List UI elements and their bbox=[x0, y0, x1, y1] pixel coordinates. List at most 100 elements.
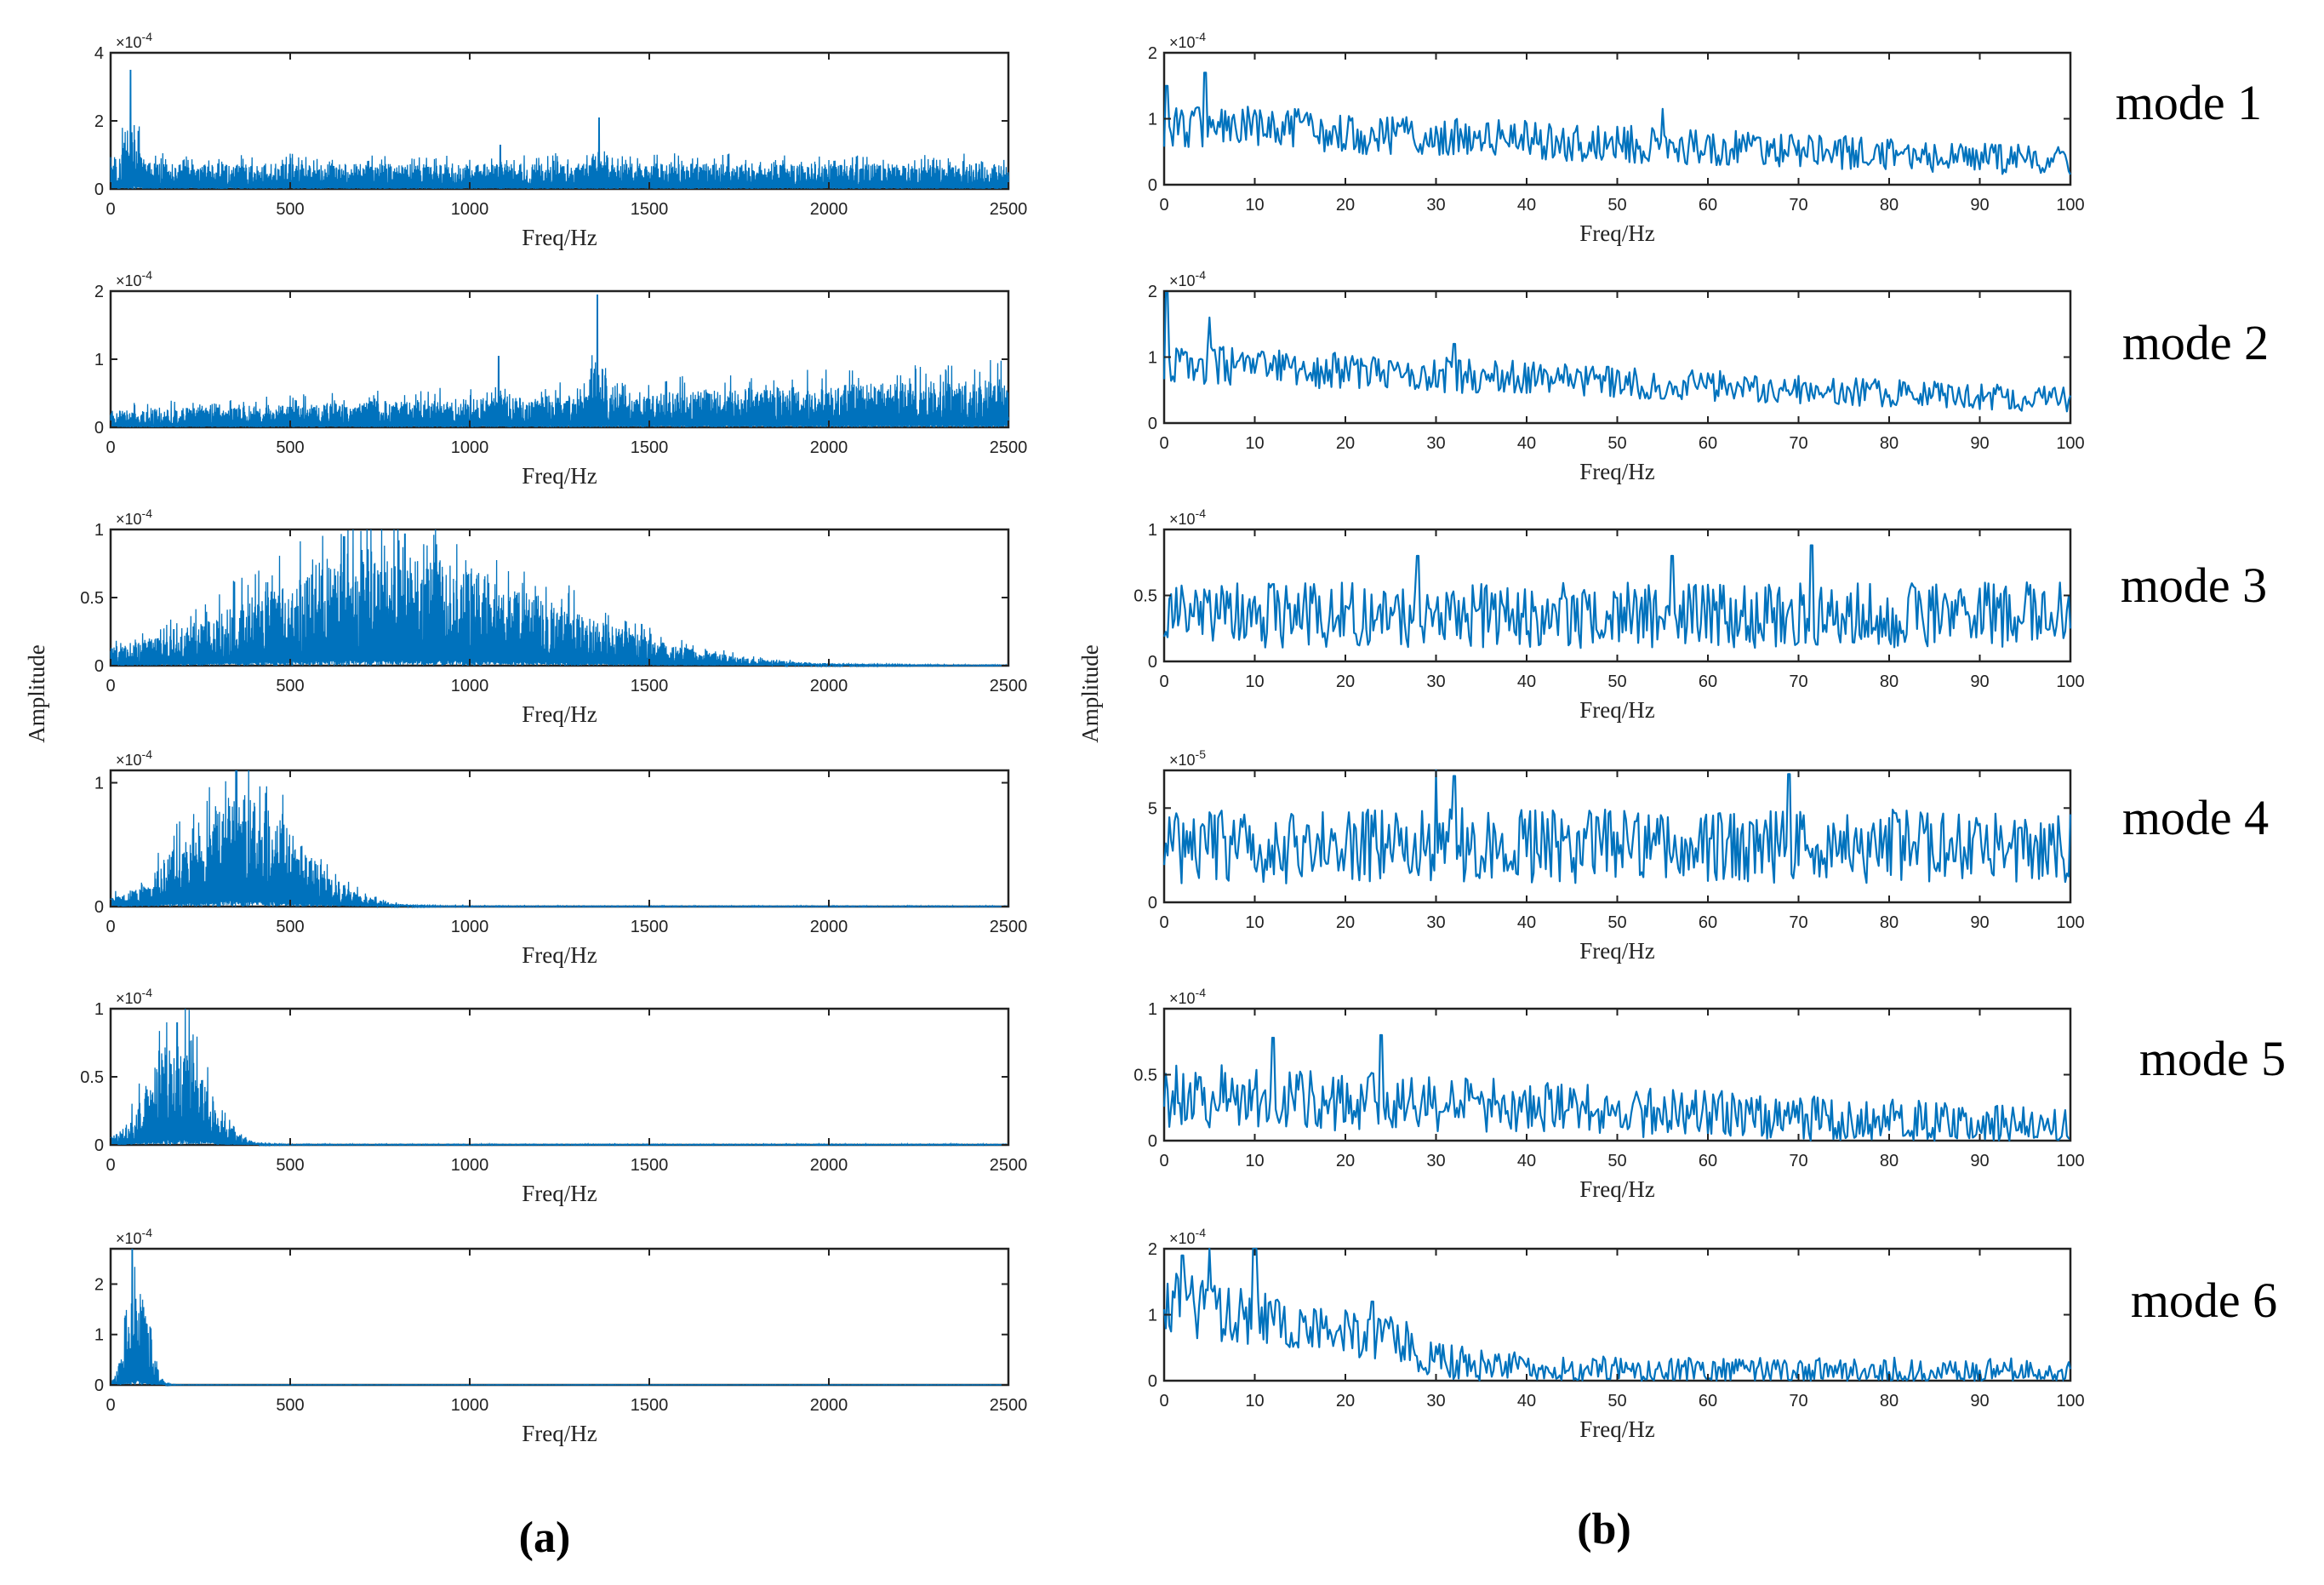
chart-b3-xtick-label: 100 bbox=[2056, 672, 2084, 691]
chart-a3-xtick-label: 500 bbox=[276, 677, 304, 695]
chart-a2-ytick-label: 1 bbox=[94, 351, 104, 369]
chart-b5-ytick-label: 1 bbox=[1148, 1000, 1157, 1019]
chart-b6-ytick-label: 0 bbox=[1148, 1372, 1157, 1391]
chart-a4-ytick-label: 1 bbox=[94, 775, 104, 793]
chart-b3-xtick-label: 50 bbox=[1607, 672, 1626, 691]
chart-a4-ytick-label: 0 bbox=[94, 898, 104, 917]
right-amplitude-label: Amplitude bbox=[1077, 644, 1103, 743]
chart-b1-xtick-label: 20 bbox=[1336, 196, 1355, 215]
chart-a6-ytick-label: 2 bbox=[94, 1275, 104, 1294]
chart-a6-exponent: ×10-4 bbox=[116, 1226, 152, 1247]
chart-b4-exponent-power: -5 bbox=[1196, 747, 1207, 761]
chart-b4-series-line bbox=[1162, 769, 2072, 884]
chart-b6-xtick-label: 30 bbox=[1426, 1392, 1445, 1410]
chart-b5-ytick-label: 0 bbox=[1148, 1132, 1157, 1151]
chart-a1-xtick-label: 500 bbox=[276, 200, 304, 219]
chart-b5-xtick-label: 40 bbox=[1517, 1152, 1536, 1170]
chart-b6-xtick-label: 80 bbox=[1880, 1392, 1899, 1410]
chart-b3-xtick-label: 80 bbox=[1880, 672, 1899, 691]
left-amplitude-label: Amplitude bbox=[24, 644, 49, 743]
chart-a2-xtick-label: 1000 bbox=[451, 438, 489, 457]
chart-a5-xtick-label: 1000 bbox=[451, 1156, 489, 1175]
chart-b3-xtick-label: 20 bbox=[1336, 672, 1355, 691]
chart-b3-xtick-label: 70 bbox=[1789, 672, 1807, 691]
chart-b3-mode-label: mode 3 bbox=[2121, 558, 2267, 613]
chart-b4-xtick-label: 100 bbox=[2056, 913, 2084, 932]
chart-a4-xtick-label: 500 bbox=[276, 918, 304, 936]
panel-b-label: (b) bbox=[1577, 1505, 1631, 1554]
chart-a4-xtick-label: 0 bbox=[106, 918, 115, 936]
chart-b6-mode-label: mode 6 bbox=[2131, 1273, 2277, 1328]
chart-b1-xtick-label: 50 bbox=[1607, 196, 1626, 215]
chart-b4-xlabel: Freq/Hz bbox=[1579, 938, 1654, 964]
chart-a3-xtick-label: 0 bbox=[106, 677, 115, 695]
chart-b3-xtick-label: 30 bbox=[1426, 672, 1445, 691]
chart-a4-xtick-label: 1000 bbox=[451, 918, 489, 936]
chart-b6-xtick-label: 10 bbox=[1245, 1392, 1264, 1410]
chart-b3-xtick-label: 40 bbox=[1517, 672, 1536, 691]
chart-b4: 0 10 20 30 40 50 60 70 80 90 100 0 5 ×10-5 Freq/Hz mode… bbox=[1148, 747, 2269, 964]
chart-a2-ytick-label: 0 bbox=[94, 419, 104, 438]
chart-a5-ytick-label: 1 bbox=[94, 1000, 104, 1019]
chart-a3-xtick-label: 2500 bbox=[990, 677, 1028, 695]
chart-b5-xlabel: Freq/Hz bbox=[1579, 1176, 1654, 1202]
chart-b3-xtick-label: 60 bbox=[1699, 672, 1717, 691]
chart-b6-series-line bbox=[1162, 1247, 2072, 1382]
chart-b4-exponent: ×10-5 bbox=[1169, 747, 1206, 769]
chart-b2-xtick-label: 60 bbox=[1699, 434, 1717, 453]
chart-a6-ytick-label: 1 bbox=[94, 1326, 104, 1345]
chart-b4-xtick-label: 80 bbox=[1880, 913, 1899, 932]
chart-a1-xtick-label: 1500 bbox=[631, 200, 669, 219]
chart-b3: 0 10 20 30 40 50 60 70 80 90 10000.51×10-4Freq/Hzm… bbox=[1133, 506, 2267, 723]
chart-b5-exponent-power: -4 bbox=[1196, 986, 1207, 999]
chart-b3-ytick-label: 0.5 bbox=[1133, 587, 1157, 606]
chart-a6-exponent-power: -4 bbox=[142, 1226, 153, 1239]
chart-b2-xtick-label: 90 bbox=[1970, 434, 1989, 453]
chart-b3-ytick-label: 0 bbox=[1148, 653, 1157, 672]
chart-a2-xtick-label: 0 bbox=[106, 438, 115, 457]
chart-a3-xtick-label: 1000 bbox=[451, 677, 489, 695]
chart-b2-xtick-label: 20 bbox=[1336, 434, 1355, 453]
chart-a5-xtick-label: 500 bbox=[276, 1156, 304, 1175]
chart-a5-series-line bbox=[110, 1008, 1009, 1147]
chart-b5-xtick-label: 30 bbox=[1426, 1152, 1445, 1170]
chart-b2-xlabel: Freq/Hz bbox=[1579, 459, 1654, 484]
chart-b1-xtick-label: 0 bbox=[1159, 196, 1168, 215]
chart-a1-exponent-power: -4 bbox=[142, 30, 153, 43]
chart-a2-xlabel: Freq/Hz bbox=[522, 463, 597, 489]
chart-a1-series-line bbox=[110, 69, 1009, 190]
chart-b2-ytick-label: 0 bbox=[1148, 415, 1157, 433]
chart-b1-xtick-label: 40 bbox=[1517, 196, 1536, 215]
chart-b1-xtick-label: 70 bbox=[1789, 196, 1807, 215]
chart-b2-ytick-label: 2 bbox=[1148, 283, 1157, 301]
chart-b6-xtick-label: 20 bbox=[1336, 1392, 1355, 1410]
chart-a5-xtick-label: 1500 bbox=[631, 1156, 669, 1175]
chart-a5-xtick-label: 2500 bbox=[990, 1156, 1028, 1175]
chart-a1-xtick-label: 2000 bbox=[810, 200, 848, 219]
chart-a2-xtick-label: 500 bbox=[276, 438, 304, 457]
chart-b2-series-line bbox=[1162, 289, 2072, 413]
chart-b3-exponent-power: -4 bbox=[1196, 506, 1207, 520]
chart-b1-mode-label: mode 1 bbox=[2116, 75, 2262, 130]
chart-b4-mode-label: mode 4 bbox=[2122, 790, 2269, 845]
chart-b6-exponent-power: -4 bbox=[1196, 1226, 1207, 1239]
chart-a2-exponent-power: -4 bbox=[142, 268, 153, 282]
chart-b1-xtick-label: 60 bbox=[1699, 196, 1717, 215]
chart-a1-ytick-label: 4 bbox=[94, 44, 104, 63]
chart-a5-ytick-label: 0 bbox=[94, 1136, 104, 1155]
chart-a6-xtick-label: 0 bbox=[106, 1396, 115, 1415]
chart-b3-xtick-label: 10 bbox=[1245, 672, 1264, 691]
chart-a4-exponent-power: -4 bbox=[142, 747, 153, 761]
chart-a1-ytick-label: 0 bbox=[94, 180, 104, 199]
chart-a4-xtick-label: 1500 bbox=[631, 918, 669, 936]
chart-b4-xtick-label: 0 bbox=[1159, 913, 1168, 932]
chart-a6-xlabel: Freq/Hz bbox=[522, 1421, 597, 1446]
chart-b5-xtick-label: 100 bbox=[2056, 1152, 2084, 1170]
chart-b4-xtick-label: 30 bbox=[1426, 913, 1445, 932]
chart-b4-xtick-label: 40 bbox=[1517, 913, 1536, 932]
chart-b5-series-line bbox=[1162, 1033, 2071, 1142]
